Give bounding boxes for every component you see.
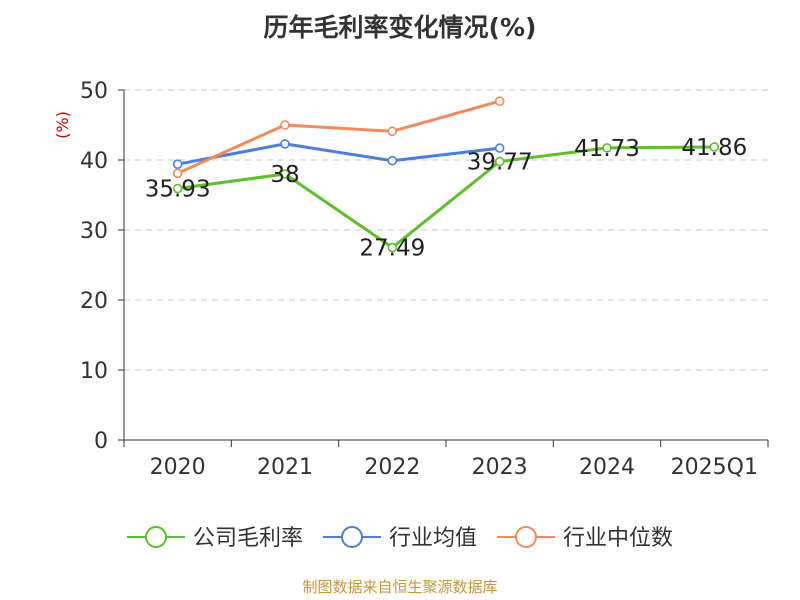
y-tick-label: 10 xyxy=(80,359,108,384)
series-line-2 xyxy=(177,99,501,175)
y-tick-label: 40 xyxy=(80,149,108,174)
data-point xyxy=(172,159,183,169)
data-point xyxy=(172,168,183,179)
series-line-0 xyxy=(177,145,715,250)
data-point xyxy=(280,139,290,149)
data-point xyxy=(387,242,398,253)
legend-marker-2 xyxy=(515,526,537,548)
y-tick-labels: 0 10 20 30 40 50 xyxy=(80,79,108,454)
data-label: 39.77 xyxy=(467,150,533,176)
grid-lines xyxy=(124,89,768,371)
data-point xyxy=(709,142,720,152)
y-tick-label: 50 xyxy=(80,79,108,104)
x-tick-labels: 2020 2021 2022 2023 2024 2025Q1 xyxy=(150,455,758,480)
series-points xyxy=(172,96,720,253)
x-tick-label: 2022 xyxy=(364,455,420,480)
y-axis-label: (%) xyxy=(53,111,72,139)
data-labels: 35.93 38 27.49 39.77 41.73 41.86 xyxy=(145,135,748,262)
data-point xyxy=(494,96,505,106)
x-tick-label: 2025Q1 xyxy=(671,455,758,480)
legend-marker-0 xyxy=(145,526,167,548)
source-footer: 制图数据来自恒生聚源数据库 xyxy=(302,578,498,596)
legend-marker-1 xyxy=(341,526,363,548)
data-label: 38 xyxy=(270,162,299,188)
data-label: 41.73 xyxy=(574,136,640,162)
x-tick-label: 2020 xyxy=(150,455,206,480)
legend-label-0: 公司毛利率 xyxy=(193,526,303,551)
data-label: 41.86 xyxy=(681,135,747,161)
legend: 公司毛利率 行业均值 行业中位数 xyxy=(127,526,673,551)
x-tick-label: 2023 xyxy=(472,455,528,480)
y-tick-label: 30 xyxy=(80,219,108,244)
legend-label-2: 行业中位数 xyxy=(563,526,673,551)
series-line-1 xyxy=(177,142,500,166)
y-tick-label: 20 xyxy=(80,289,108,314)
x-tick-label: 2024 xyxy=(579,455,635,480)
data-label: 27.49 xyxy=(359,236,425,262)
axes xyxy=(118,89,769,447)
chart-title: 历年毛利率变化情况(%) xyxy=(264,13,537,42)
data-point xyxy=(494,156,505,167)
data-point xyxy=(387,155,398,166)
data-point xyxy=(494,143,505,153)
y-tick-label: 0 xyxy=(94,429,108,454)
data-point xyxy=(280,120,290,130)
x-tick-label: 2021 xyxy=(257,455,313,480)
data-point xyxy=(602,143,612,153)
data-point xyxy=(387,126,398,137)
data-point xyxy=(172,183,183,194)
series-lines xyxy=(177,99,715,250)
data-label: 35.93 xyxy=(145,176,211,202)
legend-label-1: 行业均值 xyxy=(389,526,477,551)
data-point xyxy=(280,169,290,179)
